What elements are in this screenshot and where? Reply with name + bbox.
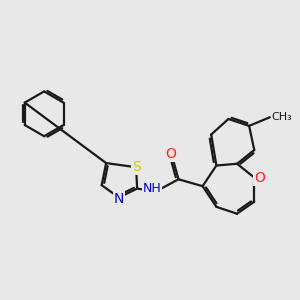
Text: NH: NH	[142, 182, 161, 195]
Text: N: N	[114, 192, 124, 206]
Text: CH₃: CH₃	[272, 112, 292, 122]
Text: O: O	[165, 147, 176, 161]
Text: O: O	[254, 171, 265, 184]
Text: S: S	[132, 160, 141, 173]
